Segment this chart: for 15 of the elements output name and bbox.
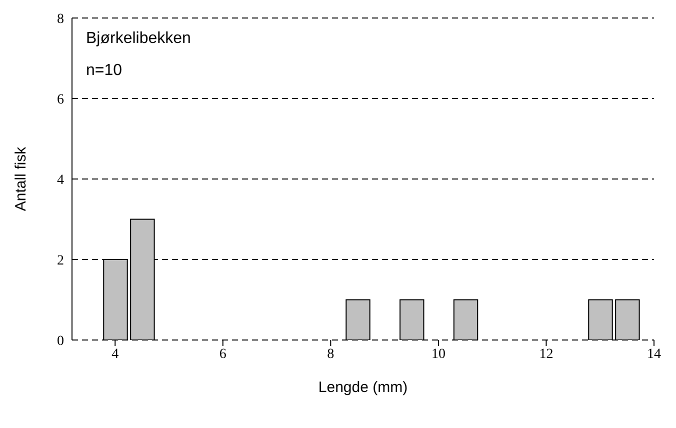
annotation: n=10 xyxy=(86,62,122,80)
x-axis-title: Lengde (mm) xyxy=(318,379,408,396)
annotation: Bjørkelibekken xyxy=(86,30,191,48)
x-tick-label: 4 xyxy=(112,346,119,362)
x-tick-label: 12 xyxy=(539,346,554,362)
x-tick-label: 14 xyxy=(647,346,661,362)
y-tick-label: 2 xyxy=(57,253,64,268)
y-tick-label: 6 xyxy=(57,92,64,108)
y-tick-label: 0 xyxy=(57,334,64,349)
y-tick-label: 4 xyxy=(57,172,64,188)
y-axis-title: Antall fisk xyxy=(12,146,30,212)
x-tick-label: 6 xyxy=(219,346,226,362)
x-tick-label: 10 xyxy=(431,346,446,362)
y-tick-label: 8 xyxy=(57,12,64,27)
x-tick-label: 8 xyxy=(327,346,334,362)
